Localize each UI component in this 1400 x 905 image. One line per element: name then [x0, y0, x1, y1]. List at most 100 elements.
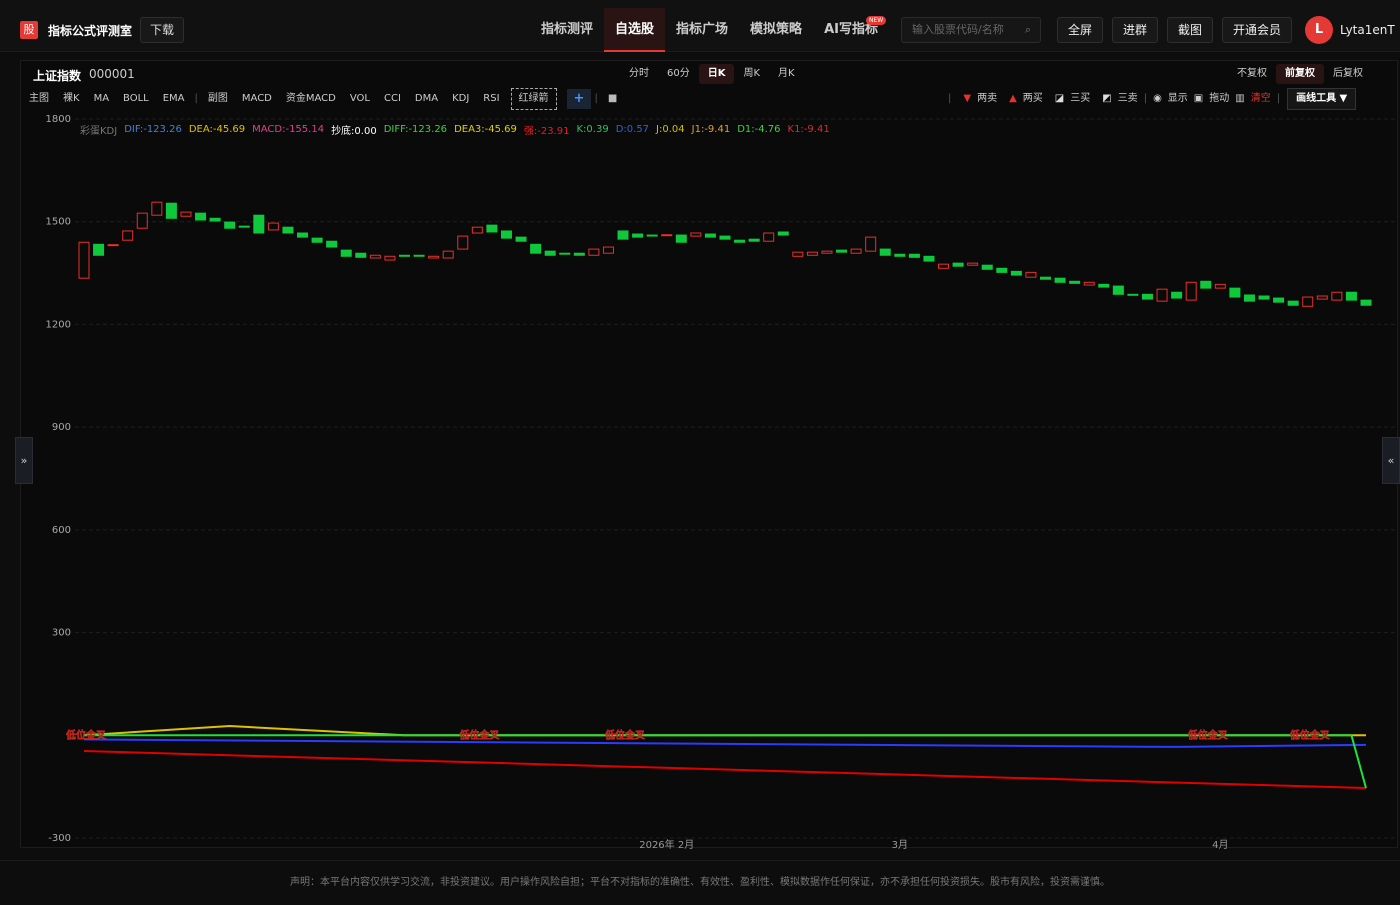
period-tab[interactable]: 月K	[778, 68, 795, 79]
nav-item[interactable]: AI写指标	[824, 22, 878, 37]
candle	[93, 243, 105, 256]
candle	[777, 231, 789, 236]
candle	[180, 211, 192, 217]
top-button[interactable]: 全屏	[1057, 17, 1104, 43]
top-button[interactable]: 进群	[1112, 17, 1159, 43]
signal-toggle[interactable]: 三买	[1070, 93, 1091, 104]
avatar[interactable]: L	[1305, 16, 1333, 44]
candle	[486, 224, 498, 233]
signal-toggle[interactable]: 三卖	[1117, 93, 1138, 104]
legend-item: DIFF:-123.26	[383, 124, 448, 135]
candle	[719, 235, 731, 240]
candle	[515, 236, 527, 242]
expand-right[interactable]: «	[1382, 437, 1400, 484]
candle	[952, 262, 964, 267]
adjust-tabs: 不复权 前复权 后复权	[1228, 64, 1372, 84]
candle	[238, 225, 250, 228]
signal-toggle[interactable]: 两卖	[977, 93, 998, 104]
chart: 1800 1500 1200 900 600 300 -300 2026年 2月 3月 4月 低位金…	[46, 114, 1396, 851]
signal-annotation: 低位金叉	[1289, 728, 1331, 741]
candle	[297, 232, 309, 238]
indicator-line	[83, 738, 1367, 748]
main-indicator[interactable]: MA	[93, 93, 110, 104]
new-badge: NEW	[866, 16, 887, 25]
adjust-tab[interactable]: 前复权	[1276, 64, 1324, 84]
draw-tool-button[interactable]: 画线工具 ▼	[1287, 88, 1357, 110]
sub-indicator[interactable]: KDJ	[452, 93, 470, 104]
nav-item[interactable]: 指标广场	[676, 22, 729, 37]
signal-toggle[interactable]: 两买	[1022, 93, 1043, 104]
search-icon: ⌕	[1024, 23, 1031, 36]
sub-indicator[interactable]: MACD	[241, 93, 272, 104]
candle	[1258, 295, 1270, 300]
candle	[1345, 291, 1357, 301]
period-tab[interactable]: 60分	[667, 68, 690, 79]
sub-indicator[interactable]: DMA	[414, 93, 439, 104]
search-box[interactable]: 输入股票代码/名称 ⌕	[901, 17, 1041, 43]
candle	[981, 264, 993, 270]
expand-left[interactable]: »	[15, 437, 33, 484]
download-button[interactable]: 下载	[140, 17, 184, 43]
candle	[442, 250, 454, 259]
nav-item[interactable]: 模拟策略	[750, 22, 803, 37]
candle	[1171, 291, 1183, 299]
add-button[interactable]: +	[566, 89, 592, 109]
separator: |	[948, 93, 952, 104]
nav-item[interactable]: 指标测评	[541, 22, 594, 37]
candle	[1273, 297, 1285, 303]
candle	[1214, 283, 1226, 289]
main-label: 主图	[29, 93, 49, 104]
indicator-legend: 彩蛋KDJ DIF:-123.26 DEA:-45.69 MACD:-155.14 抄底…	[80, 122, 830, 137]
logo[interactable]: 股	[20, 21, 38, 39]
period-tab[interactable]: 分时	[629, 68, 649, 79]
candle	[967, 262, 979, 266]
nav-item[interactable]: 自选股	[604, 8, 666, 52]
separator: |	[1276, 93, 1281, 104]
tool-button[interactable]: 拖动	[1209, 93, 1230, 104]
symbol-name: 上证指数	[33, 69, 82, 83]
sub-indicator[interactable]: VOL	[349, 93, 370, 104]
candle	[632, 233, 644, 238]
separator: |	[1143, 93, 1148, 104]
candle	[879, 248, 891, 256]
candle	[573, 252, 585, 256]
signal-icon: ▲	[1009, 93, 1017, 104]
candle	[107, 244, 119, 247]
legend-item: J:0.04	[656, 124, 685, 135]
adjust-tab[interactable]: 后复权	[1333, 68, 1363, 79]
main-indicator[interactable]: 裸K	[63, 93, 80, 104]
tool-button[interactable]: 清空	[1250, 93, 1271, 104]
main-indicator[interactable]: BOLL	[123, 93, 149, 104]
candle	[457, 235, 469, 250]
candle	[1040, 276, 1051, 280]
y-tick-label: 1200	[46, 319, 71, 330]
candle	[122, 230, 134, 241]
tool-icon: ▣	[1193, 93, 1204, 104]
username[interactable]: Lyta1enT	[1340, 23, 1395, 37]
y-tick-label: -300	[48, 833, 71, 844]
legend-item: DIF:-123.26	[124, 124, 182, 135]
site-title[interactable]: 指标公式评测室	[48, 24, 133, 38]
adjust-tab[interactable]: 不复权	[1237, 68, 1267, 79]
candle	[806, 251, 818, 256]
signal-annotation: 低位金叉	[1187, 728, 1229, 741]
top-button[interactable]: 截图	[1167, 17, 1214, 43]
period-tab[interactable]: 周K	[743, 68, 761, 79]
tool-button[interactable]: 显示	[1167, 93, 1188, 104]
sub-indicator[interactable]: 资金MACD	[285, 93, 336, 104]
save-icon[interactable]: ■	[607, 93, 618, 104]
candle	[559, 252, 571, 255]
candle	[340, 249, 352, 257]
top-button[interactable]: 开通会员	[1222, 17, 1293, 43]
arrows-toggle[interactable]: 红绿箭	[510, 88, 557, 110]
sub-indicator[interactable]: CCI	[383, 93, 401, 104]
legend-item: K1:-9.41	[787, 124, 830, 135]
sub-indicator[interactable]: RSI	[483, 93, 500, 104]
candle	[661, 234, 673, 237]
period-tab[interactable]: 日K	[698, 64, 735, 84]
sub-label: 副图	[207, 93, 228, 104]
candle	[136, 212, 148, 229]
indicator-line	[83, 750, 1367, 790]
main-indicator[interactable]: EMA	[162, 93, 185, 104]
legend-item: D:0.57	[615, 124, 650, 135]
